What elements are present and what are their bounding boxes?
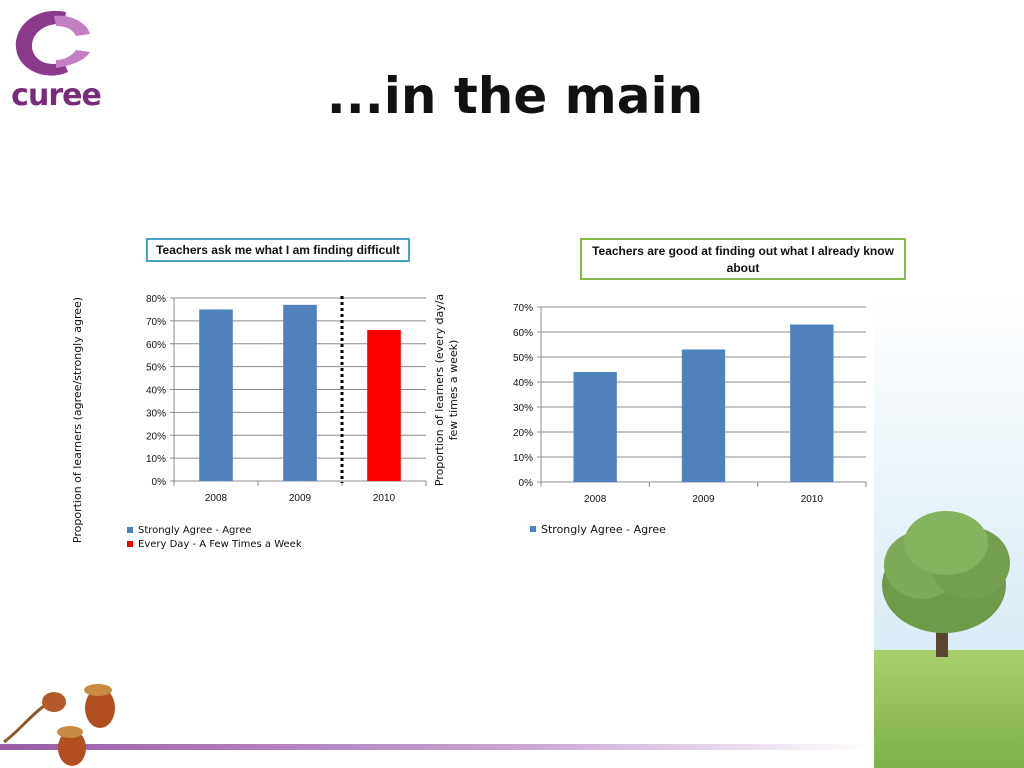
x-tick-label: 2008: [584, 494, 607, 505]
chart-right-title: Teachers are good at finding out what I …: [580, 238, 906, 280]
chart-right-legend: Strongly Agree - Agree: [530, 522, 666, 536]
y-tick-label: 30%: [146, 408, 166, 419]
y-tick-label: 10%: [146, 454, 166, 465]
legend-swatch-blue: [530, 526, 536, 532]
legend-item-strongly-agree: Strongly Agree - Agree: [127, 523, 302, 537]
logo-text: curee: [11, 78, 102, 113]
y-tick-label: 20%: [513, 428, 533, 439]
chart-left-title: Teachers ask me what I am finding diffic…: [146, 238, 410, 262]
y-tick-label: 70%: [146, 317, 166, 328]
legend-item-every-day: Every Day - A Few Times a Week: [127, 537, 302, 551]
x-tick-label: 2009: [692, 494, 715, 505]
y-tick-label: 0%: [152, 477, 167, 488]
chart-left-legend: Strongly Agree - Agree Every Day - A Few…: [127, 523, 302, 551]
y-tick-label: 80%: [146, 294, 166, 305]
x-tick-label: 2008: [205, 493, 228, 504]
curee-logo-mark: [15, 10, 90, 76]
y-tick-label: 40%: [146, 386, 166, 397]
y-tick-label: 50%: [146, 363, 166, 374]
bar-2010: [790, 324, 834, 482]
acorn-decoration: [0, 684, 874, 766]
y-tick-label: 70%: [513, 303, 533, 314]
y-tick-label: 50%: [513, 353, 533, 364]
y-tick-label: 30%: [513, 403, 533, 414]
slide-title: ...in the main: [326, 67, 704, 125]
x-tick-label: 2009: [289, 493, 312, 504]
legend-label: Strongly Agree - Agree: [138, 524, 252, 536]
y-tick-label: 60%: [146, 340, 166, 351]
legend-swatch-blue: [127, 527, 133, 533]
y-tick-label: 10%: [513, 453, 533, 464]
bar-2009: [283, 304, 317, 481]
legend-item-strongly-agree: Strongly Agree - Agree: [530, 522, 666, 536]
legend-label: Strongly Agree - Agree: [541, 522, 666, 536]
bar-2009: [681, 349, 726, 482]
y-tick-label: 0%: [519, 478, 534, 489]
curee-logo: curee: [6, 6, 102, 113]
bar-2008: [573, 372, 617, 482]
bar-2010: [367, 330, 401, 481]
y-tick-label: 60%: [513, 328, 533, 339]
tree-landscape-image: [874, 285, 1024, 768]
legend-swatch-red: [127, 541, 133, 547]
legend-label: Every Day - A Few Times a Week: [138, 538, 302, 550]
x-tick-label: 2010: [801, 494, 824, 505]
y-tick-label: 40%: [513, 378, 533, 389]
x-tick-label: 2010: [373, 493, 396, 504]
bar-2008: [199, 309, 233, 481]
y-tick-label: 20%: [146, 431, 166, 442]
